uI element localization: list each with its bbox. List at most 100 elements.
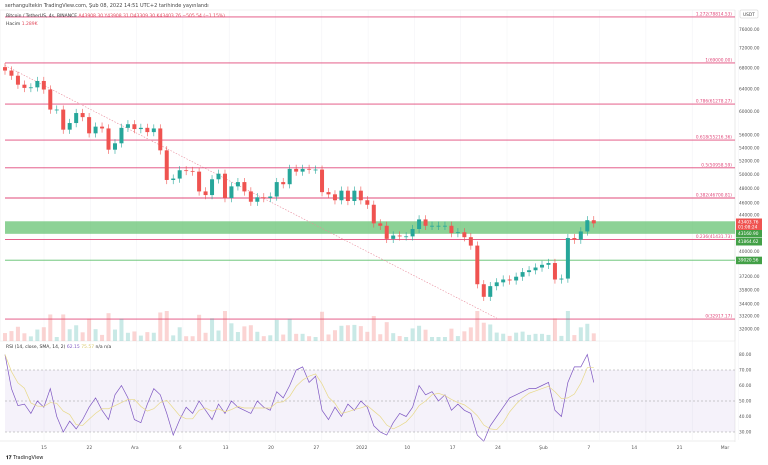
price-tag-label: 43403.76 [738,220,759,226]
currency-label: USDT [743,12,755,18]
candle [417,219,422,229]
candle [268,196,273,199]
price-axis-label: 60000.00 [739,109,760,115]
volume-bar [15,326,20,341]
volume-bar [507,335,512,341]
rsi-legend: RSI (14, close, SMA, 14, 2) 62.15 75.57 … [6,345,111,350]
candle [197,171,202,192]
volume-bar [533,333,538,341]
price-tag-label: 41864.62 [738,239,759,245]
candle [468,237,473,246]
tradingview-logo[interactable]: 𝟏𝟕 TradingView [6,455,44,461]
volume-bar [514,332,519,341]
candle [326,192,331,195]
price-axis-label: 56000.00 [739,133,760,139]
volume-bar [22,333,27,341]
symbol-legend: Bitcoin / TetherUS, 4s, BINANCE A43908.3… [6,14,225,19]
price-axis-label: 33200.00 [739,314,760,320]
volume-bar [125,332,130,341]
candle [15,75,20,85]
candle [171,178,176,180]
fib-level-label: 0.236(41431.73) [696,234,732,240]
price-axis-label: 50000.00 [739,172,760,178]
currency-badge [739,9,759,19]
volume-bar [300,333,305,341]
volume-bar [138,335,143,341]
candle [287,168,292,185]
candle [41,80,46,90]
candle [242,182,247,192]
fib-level-label: 0(32917.17) [705,314,732,320]
volume-bar [565,311,570,341]
candle [203,191,208,196]
candle [28,87,33,89]
candle [216,173,221,180]
volume-bar [93,329,98,341]
volume-bar [41,327,46,341]
candle [533,267,538,271]
volume-bar [423,329,428,341]
main-pane [0,9,736,342]
time-axis-label: Mar [721,445,730,451]
rsi-sma-line [4,354,594,431]
time-axis-label: 24 [495,445,501,451]
volume-bar [332,330,337,341]
volume-bar [468,327,473,341]
volume-bar [54,337,59,341]
price-tag [736,230,762,238]
volume-bar [274,319,279,341]
candle [210,179,215,196]
volume-bar [339,325,344,341]
volume-bar [552,318,557,341]
rsi-label[interactable]: RSI (14, close, SMA, 14, 2) [6,345,66,350]
candle [591,220,596,224]
candle [481,284,486,297]
volume-legend: Hacim 1.289K [6,22,38,27]
volume-bar [578,327,583,341]
candle [572,238,577,240]
volume-bar [61,314,66,341]
volume-bar [449,328,454,341]
rsi-axis-label: 40.00 [739,414,752,420]
volume-bar [371,316,376,341]
time-axis-label: 7 [587,445,590,451]
volume-bar [9,331,14,341]
candle [559,278,564,280]
rsi-axis-label: 30.00 [739,430,752,436]
symbol-name[interactable]: Bitcoin / TetherUS, 4s, BINANCE [6,14,78,19]
volume-bar [345,325,350,341]
rsi-axis-label: 80.00 [739,352,752,358]
volume-bar [501,333,506,341]
fib-level-label: 0.618(55216.36) [696,135,732,141]
volume-bar [462,331,467,341]
volume-bar [74,325,79,341]
candle [190,170,195,172]
candle [345,190,350,201]
volume-bar [384,322,389,341]
volume-bar [527,334,532,341]
volume-bar [158,312,163,341]
candle [501,279,506,283]
candle [248,191,253,202]
time-axis-label: 22 [87,445,93,451]
price-axis-label: 35800.00 [739,287,760,293]
volume-bar [378,334,383,341]
rsi-value: 62.15 [66,345,80,350]
volume-bar [442,337,447,341]
volume-bar [184,336,189,341]
candle [93,126,98,134]
rsi-sma-value: 75.57 [81,345,95,350]
candle [74,113,79,124]
volume-bar [171,335,176,341]
candle [158,128,163,151]
volume-bar [80,332,85,341]
volume-bar [87,318,92,341]
rsi-band [5,370,735,432]
volume-bar [481,322,486,341]
time-axis-label: 13 [223,445,229,451]
price-tag [736,238,762,246]
candle [132,124,137,130]
candle [404,236,409,238]
candle [35,80,40,88]
